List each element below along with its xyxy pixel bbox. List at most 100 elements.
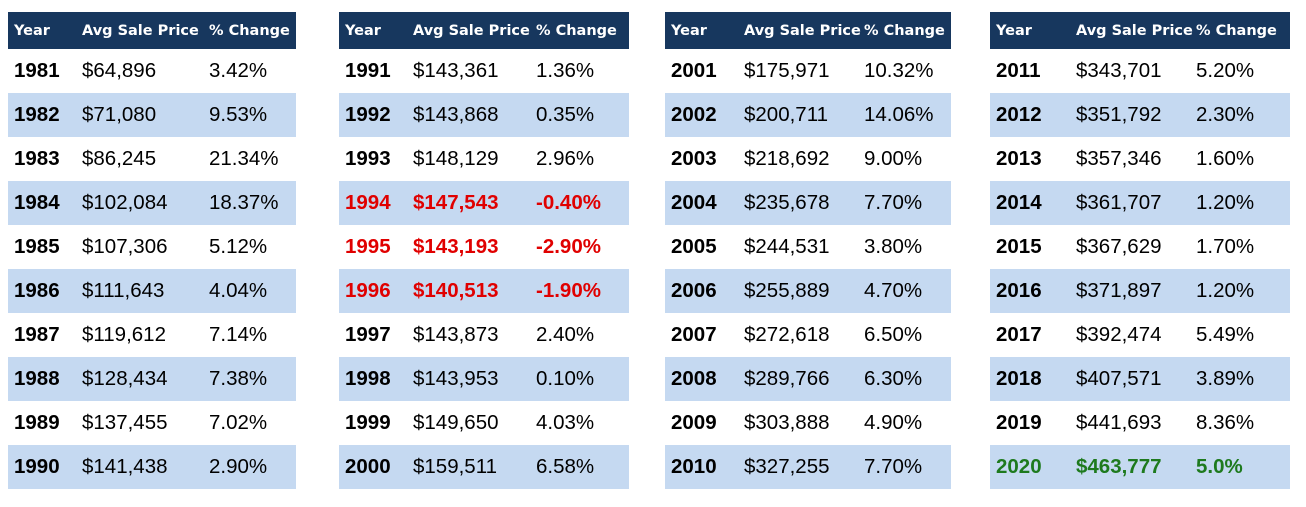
- cell-change: 1.20%: [1196, 191, 1255, 214]
- cell-price: $218,692: [744, 147, 830, 170]
- cell-year: 1987: [14, 323, 60, 346]
- table-1981-1990: Year Avg Sale Price % Change 1981 $64,896 3.4…: [8, 12, 296, 489]
- cell-year: 2017: [996, 323, 1042, 346]
- cell-change: 1.20%: [1196, 279, 1255, 302]
- cell-year: 1996: [345, 279, 391, 302]
- cell-price: $102,084: [82, 191, 168, 214]
- cell-price: $128,434: [82, 367, 168, 390]
- cell-price: $159,511: [413, 455, 497, 478]
- cell-year: 1989: [14, 411, 60, 434]
- cell-year: 1990: [14, 455, 60, 478]
- cell-price: $119,612: [82, 323, 166, 346]
- cell-year: 1995: [345, 235, 391, 258]
- cell-change: 14.06%: [864, 103, 934, 126]
- cell-year: 1983: [14, 147, 60, 170]
- cell-price: $200,711: [744, 103, 828, 126]
- table-row: 1984 $102,084 18.37%: [8, 181, 296, 225]
- cell-year: 2002: [671, 103, 717, 126]
- cell-year: 2001: [671, 59, 717, 82]
- cell-year: 1998: [345, 367, 391, 390]
- cell-change: 0.10%: [536, 367, 595, 390]
- table-row: 2005 $244,531 3.80%: [665, 225, 951, 269]
- cell-change: 4.03%: [536, 411, 595, 434]
- header-year: Year: [345, 22, 381, 39]
- cell-price: $107,306: [82, 235, 168, 258]
- cell-year: 2007: [671, 323, 717, 346]
- cell-change: 2.40%: [536, 323, 595, 346]
- header-price: Avg Sale Price: [82, 22, 199, 39]
- table-header: Year Avg Sale Price% Change: [990, 12, 1290, 49]
- table-row: 2006 $255,889 4.70%: [665, 269, 951, 313]
- table-row: 1981 $64,896 3.42%: [8, 49, 296, 93]
- cell-price: $361,707: [1076, 191, 1162, 214]
- cell-year: 1993: [345, 147, 391, 170]
- cell-change: 10.32%: [864, 59, 934, 82]
- table-row: 1983 $86,245 21.34%: [8, 137, 296, 181]
- cell-year: 2020: [996, 455, 1042, 478]
- cell-change: 5.49%: [1196, 323, 1255, 346]
- cell-year: 2003: [671, 147, 717, 170]
- cell-year: 2000: [345, 455, 391, 478]
- table-1991-2000: Year Avg Sale Price % Change 1991 $143,361 1.…: [339, 12, 629, 489]
- cell-price: $143,361: [413, 59, 499, 82]
- cell-price: $148,129: [413, 147, 499, 170]
- cell-year: 1994: [345, 191, 391, 214]
- cell-year: 2009: [671, 411, 717, 434]
- cell-price: $143,873: [413, 323, 499, 346]
- cell-price: $303,888: [744, 411, 830, 434]
- table-row: 1985 $107,306 5.12%: [8, 225, 296, 269]
- cell-year: 1984: [14, 191, 60, 214]
- cell-price: $71,080: [82, 103, 157, 126]
- cell-year: 1981: [14, 59, 60, 82]
- cell-change: 7.70%: [864, 455, 923, 478]
- table-row: 2013 $357,346 1.60%: [990, 137, 1290, 181]
- table-row: 1992 $143,868 0.35%: [339, 93, 629, 137]
- cell-change: 7.14%: [209, 323, 268, 346]
- header-year: Year: [671, 22, 707, 39]
- cell-year: 2005: [671, 235, 717, 258]
- table-header: Year Avg Sale Price% Change: [665, 12, 951, 49]
- cell-price: $392,474: [1076, 323, 1162, 346]
- cell-price: $143,868: [413, 103, 499, 126]
- table-row: 2017 $392,474 5.49%: [990, 313, 1290, 357]
- table-row: 1996 $140,513 -1.90%: [339, 269, 629, 313]
- cell-year: 1997: [345, 323, 391, 346]
- cell-change: 3.89%: [1196, 367, 1255, 390]
- cell-change: -0.40%: [536, 191, 601, 214]
- cell-price: $371,897: [1076, 279, 1162, 302]
- table-row: 2004 $235,678 7.70%: [665, 181, 951, 225]
- cell-year: 2006: [671, 279, 717, 302]
- table-row: 1999 $149,650 4.03%: [339, 401, 629, 445]
- cell-price: $143,193: [413, 235, 499, 258]
- cell-price: $357,346: [1076, 147, 1162, 170]
- header-year: Year: [14, 22, 50, 39]
- cell-change: 5.12%: [209, 235, 268, 258]
- cell-price: $351,792: [1076, 103, 1162, 126]
- cell-change: 1.70%: [1196, 235, 1255, 258]
- cell-price: $244,531: [744, 235, 830, 258]
- cell-change: 9.00%: [864, 147, 923, 170]
- cell-year: 2015: [996, 235, 1042, 258]
- table-header: Year Avg Sale Price% Change: [339, 12, 629, 49]
- table-row: 2009 $303,888 4.90%: [665, 401, 951, 445]
- header-price: Avg Sale Price: [744, 22, 861, 39]
- table-row: 1986 $111,643 4.04%: [8, 269, 296, 313]
- table-row: 1982 $71,080 9.53%: [8, 93, 296, 137]
- cell-price: $140,513: [413, 279, 499, 302]
- cell-change: 21.34%: [209, 147, 279, 170]
- cell-price: $235,678: [744, 191, 830, 214]
- table-row: 1989 $137,455 7.02%: [8, 401, 296, 445]
- cell-change: -1.90%: [536, 279, 601, 302]
- cell-year: 2016: [996, 279, 1042, 302]
- cell-year: 2014: [996, 191, 1042, 214]
- cell-change: 6.50%: [864, 323, 923, 346]
- cell-change: 4.04%: [209, 279, 268, 302]
- cell-change: 8.36%: [1196, 411, 1255, 434]
- table-2011-2020: Year Avg Sale Price% Change 2011 $343,701 5.…: [990, 12, 1290, 489]
- cell-price: $441,693: [1076, 411, 1162, 434]
- cell-price: $137,455: [82, 411, 168, 434]
- table-row: 1988 $128,434 7.38%: [8, 357, 296, 401]
- cell-change: 7.38%: [209, 367, 268, 390]
- cell-price: $64,896: [82, 59, 157, 82]
- cell-price: $143,953: [413, 367, 499, 390]
